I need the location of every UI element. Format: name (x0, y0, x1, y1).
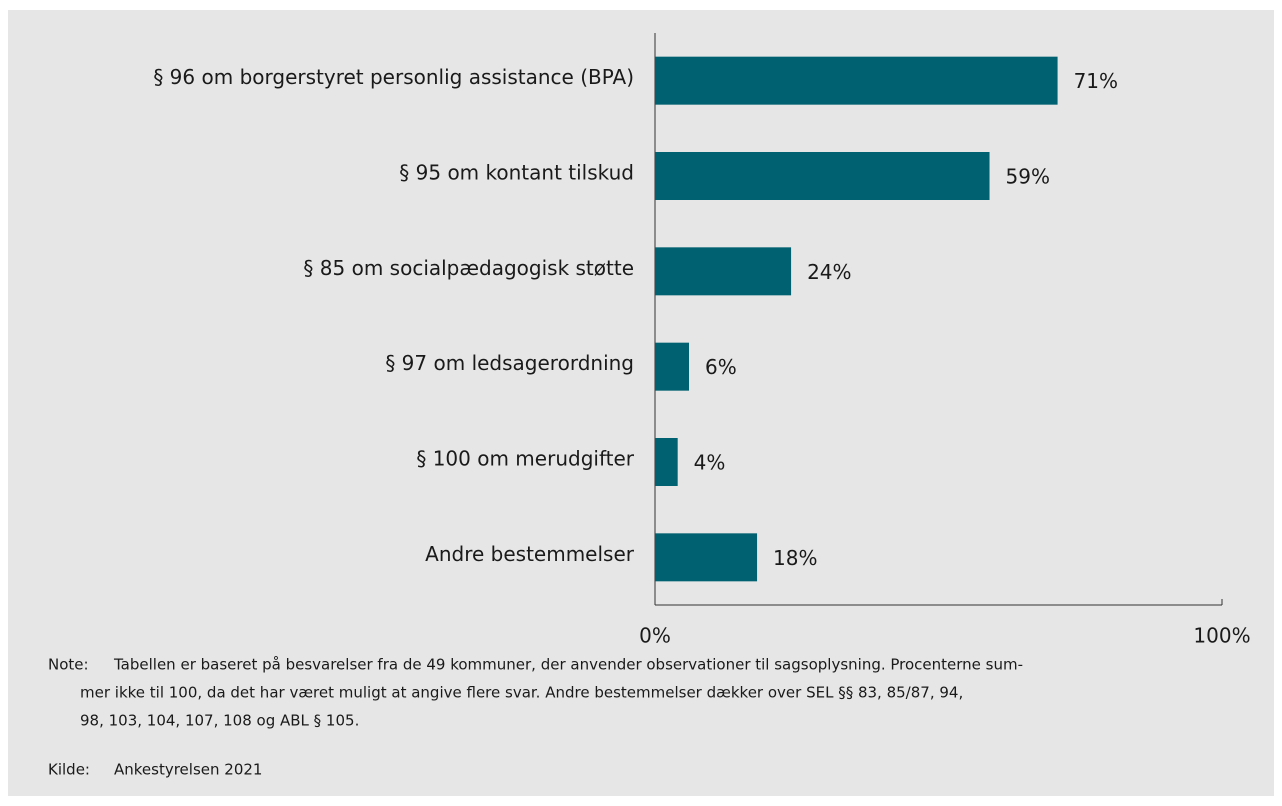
value-label: 24% (807, 260, 851, 284)
bar (655, 533, 758, 582)
bar (655, 438, 678, 486)
note-line: 98, 103, 104, 107, 108 og ABL § 105. (80, 712, 359, 730)
value-label: 71% (1074, 69, 1118, 93)
value-label: 18% (773, 546, 817, 570)
bar (655, 152, 990, 200)
y-tick-label: § 97 om ledsagerordning (385, 351, 634, 375)
y-tick-label: § 96 om borgerstyret personlig assistanc… (153, 65, 634, 89)
note-label: Note: (48, 656, 89, 674)
bar (655, 247, 792, 296)
y-tick-label: § 85 om socialpædagogisk støtte (303, 256, 634, 280)
bar (655, 342, 690, 391)
x-tick-label: 0% (639, 624, 671, 648)
y-tick-label: § 95 om kontant tilskud (399, 161, 634, 185)
note-line: Tabellen er baseret på besvarelser fra d… (113, 656, 1023, 674)
source-label: Kilde: (48, 761, 90, 779)
note-line: mer ikke til 100, da det har været mulig… (80, 684, 963, 702)
bar (655, 56, 1058, 105)
background (8, 10, 1274, 796)
x-tick-label: 100% (1193, 624, 1250, 648)
value-label: 59% (1006, 165, 1050, 189)
value-label: 6% (705, 355, 737, 379)
value-label: 4% (694, 451, 726, 475)
y-tick-label: § 100 om merudgifter (416, 447, 634, 471)
source-text: Ankestyrelsen 2021 (114, 761, 262, 779)
y-tick-label: Andre bestemmelser (425, 542, 635, 566)
